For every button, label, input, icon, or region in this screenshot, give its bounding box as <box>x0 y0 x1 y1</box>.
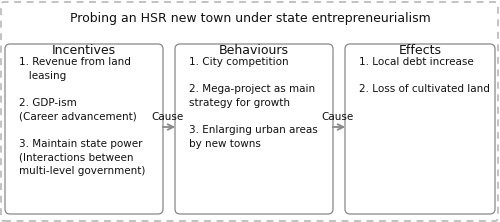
Text: Probing an HSR new town under state entrepreneurialism: Probing an HSR new town under state entr… <box>70 12 430 25</box>
FancyBboxPatch shape <box>345 44 495 214</box>
Text: Incentives: Incentives <box>52 44 116 57</box>
Text: 1. Revenue from land
   leasing

2. GDP-ism
(Career advancement)

3. Maintain st: 1. Revenue from land leasing 2. GDP-ism … <box>19 57 146 176</box>
Text: 1. Local debt increase

2. Loss of cultivated land: 1. Local debt increase 2. Loss of cultiv… <box>359 57 490 94</box>
Text: Behaviours: Behaviours <box>219 44 289 57</box>
Text: 1. City competition

2. Mega-project as main
strategy for growth

3. Enlarging u: 1. City competition 2. Mega-project as m… <box>189 57 318 149</box>
Text: Cause: Cause <box>321 112 353 122</box>
Text: Effects: Effects <box>398 44 442 57</box>
FancyBboxPatch shape <box>5 44 163 214</box>
Text: Cause: Cause <box>151 112 183 122</box>
FancyBboxPatch shape <box>175 44 333 214</box>
